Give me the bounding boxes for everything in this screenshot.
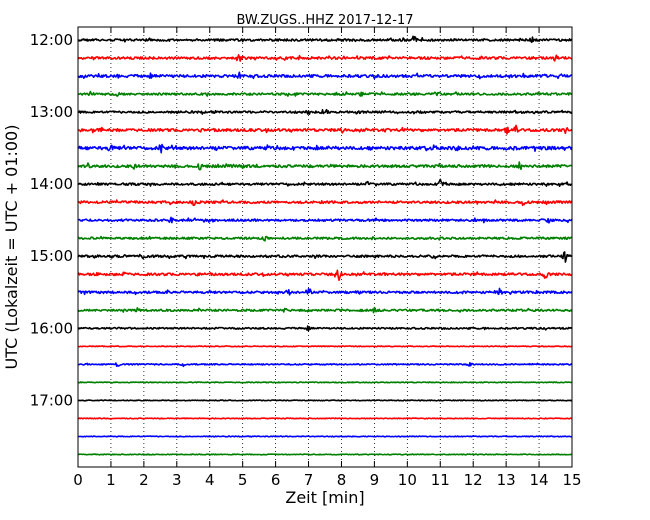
- trace-1300: [77, 108, 573, 115]
- trace-1445: [77, 235, 573, 242]
- grid-lines: [110, 27, 540, 467]
- trace-1345: [77, 161, 573, 171]
- trace-1415: [77, 199, 573, 207]
- trace-1400: [77, 178, 573, 188]
- x-tick-label-7: 7: [304, 471, 314, 489]
- trace-1645: [77, 381, 573, 384]
- x-tick-label-12: 12: [464, 471, 483, 489]
- x-axis-ticks: 0 1 2 3 4 5 6 7 8 9 10 11 12 13 14 15: [73, 27, 582, 489]
- trace-1200: [77, 35, 573, 44]
- trace-1430: [77, 216, 573, 224]
- x-tick-label-0: 0: [73, 471, 83, 489]
- x-tick-label-6: 6: [271, 471, 281, 489]
- x-tick-label-5: 5: [238, 471, 248, 489]
- y-axis-label: UTC (Lokalzeit = UTC + 01:00): [2, 125, 21, 370]
- plot-frame: [77, 26, 573, 468]
- x-tick-label-9: 9: [370, 471, 380, 489]
- trace-1730: [77, 435, 573, 438]
- x-tick-label-13: 13: [497, 471, 516, 489]
- y-tick-label-4: 16:00: [30, 319, 73, 337]
- trace-1500: [77, 251, 573, 263]
- x-tick-label-10: 10: [398, 471, 417, 489]
- trace-1715: [77, 417, 573, 420]
- y-tick-label-5: 17:00: [30, 391, 73, 409]
- trace-1245: [77, 90, 573, 97]
- trace-1545: [77, 306, 573, 314]
- trace-1315: [77, 124, 573, 135]
- trace-1745: [77, 453, 573, 456]
- trace-1530: [77, 287, 573, 296]
- trace-1630: [77, 361, 573, 368]
- y-tick-label-0: 12:00: [30, 31, 73, 49]
- x-tick-label-8: 8: [337, 471, 347, 489]
- chart-title: BW.ZUGS..HHZ 2017-12-17: [236, 13, 413, 28]
- y-axis-ticks: 12:00 13:00 14:00 15:00 16:00 17:00: [30, 31, 572, 409]
- trace-1330: [77, 143, 573, 154]
- x-tick-label-15: 15: [562, 471, 581, 489]
- y-tick-label-1: 13:00: [30, 103, 73, 121]
- y-tick-label-2: 14:00: [30, 175, 73, 193]
- x-tick-label-11: 11: [431, 471, 450, 489]
- trace-1515: [77, 269, 573, 282]
- x-tick-label-14: 14: [530, 471, 549, 489]
- trace-1230: [77, 71, 573, 80]
- trace-1215: [77, 54, 573, 62]
- x-tick-label-3: 3: [172, 471, 182, 489]
- x-tick-label-2: 2: [139, 471, 149, 489]
- trace-1600: [77, 325, 573, 332]
- x-tick-label-4: 4: [205, 471, 215, 489]
- y-tick-label-3: 15:00: [30, 247, 73, 265]
- trace-1700: [77, 399, 573, 402]
- seismic-traces: [77, 35, 573, 456]
- x-axis-label: Zeit [min]: [285, 488, 364, 507]
- trace-1615: [77, 345, 573, 348]
- x-tick-label-1: 1: [106, 471, 116, 489]
